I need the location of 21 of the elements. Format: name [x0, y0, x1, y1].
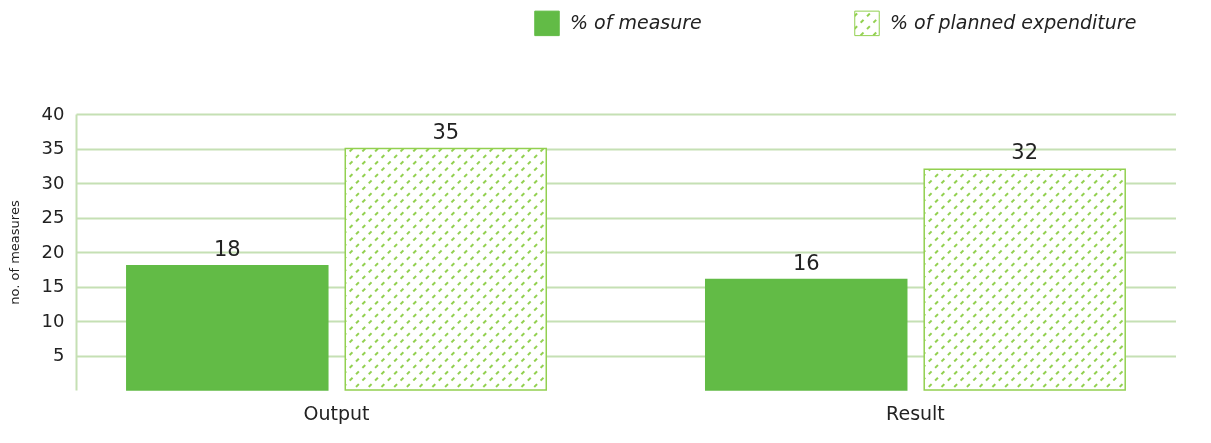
- y-tick-label: 30: [41, 171, 65, 193]
- y-axis-title: no. of measures: [6, 200, 22, 305]
- data-label: 35: [432, 119, 460, 144]
- x-tick-label: Result: [886, 401, 945, 424]
- legend-label: % of planned expenditure: [890, 11, 1137, 34]
- y-tick-label: 10: [41, 309, 65, 331]
- y-tick-label: 25: [41, 206, 65, 227]
- y-tick-label: 5: [53, 344, 65, 365]
- bar: [704, 278, 908, 391]
- bar: [126, 265, 329, 391]
- y-tick-label: 40: [41, 102, 65, 124]
- y-tick-label: 35: [41, 137, 65, 158]
- data-label: 32: [1011, 140, 1039, 165]
- x-tick-label: Output: [303, 401, 370, 424]
- legend-label: % of measure: [570, 11, 702, 34]
- bar: [923, 168, 1126, 391]
- data-label: 18: [213, 236, 241, 261]
- bar: [344, 147, 548, 391]
- data-label: 16: [792, 250, 820, 275]
- y-tick-label: 20: [41, 240, 65, 262]
- y-tick-label: 15: [41, 275, 65, 296]
